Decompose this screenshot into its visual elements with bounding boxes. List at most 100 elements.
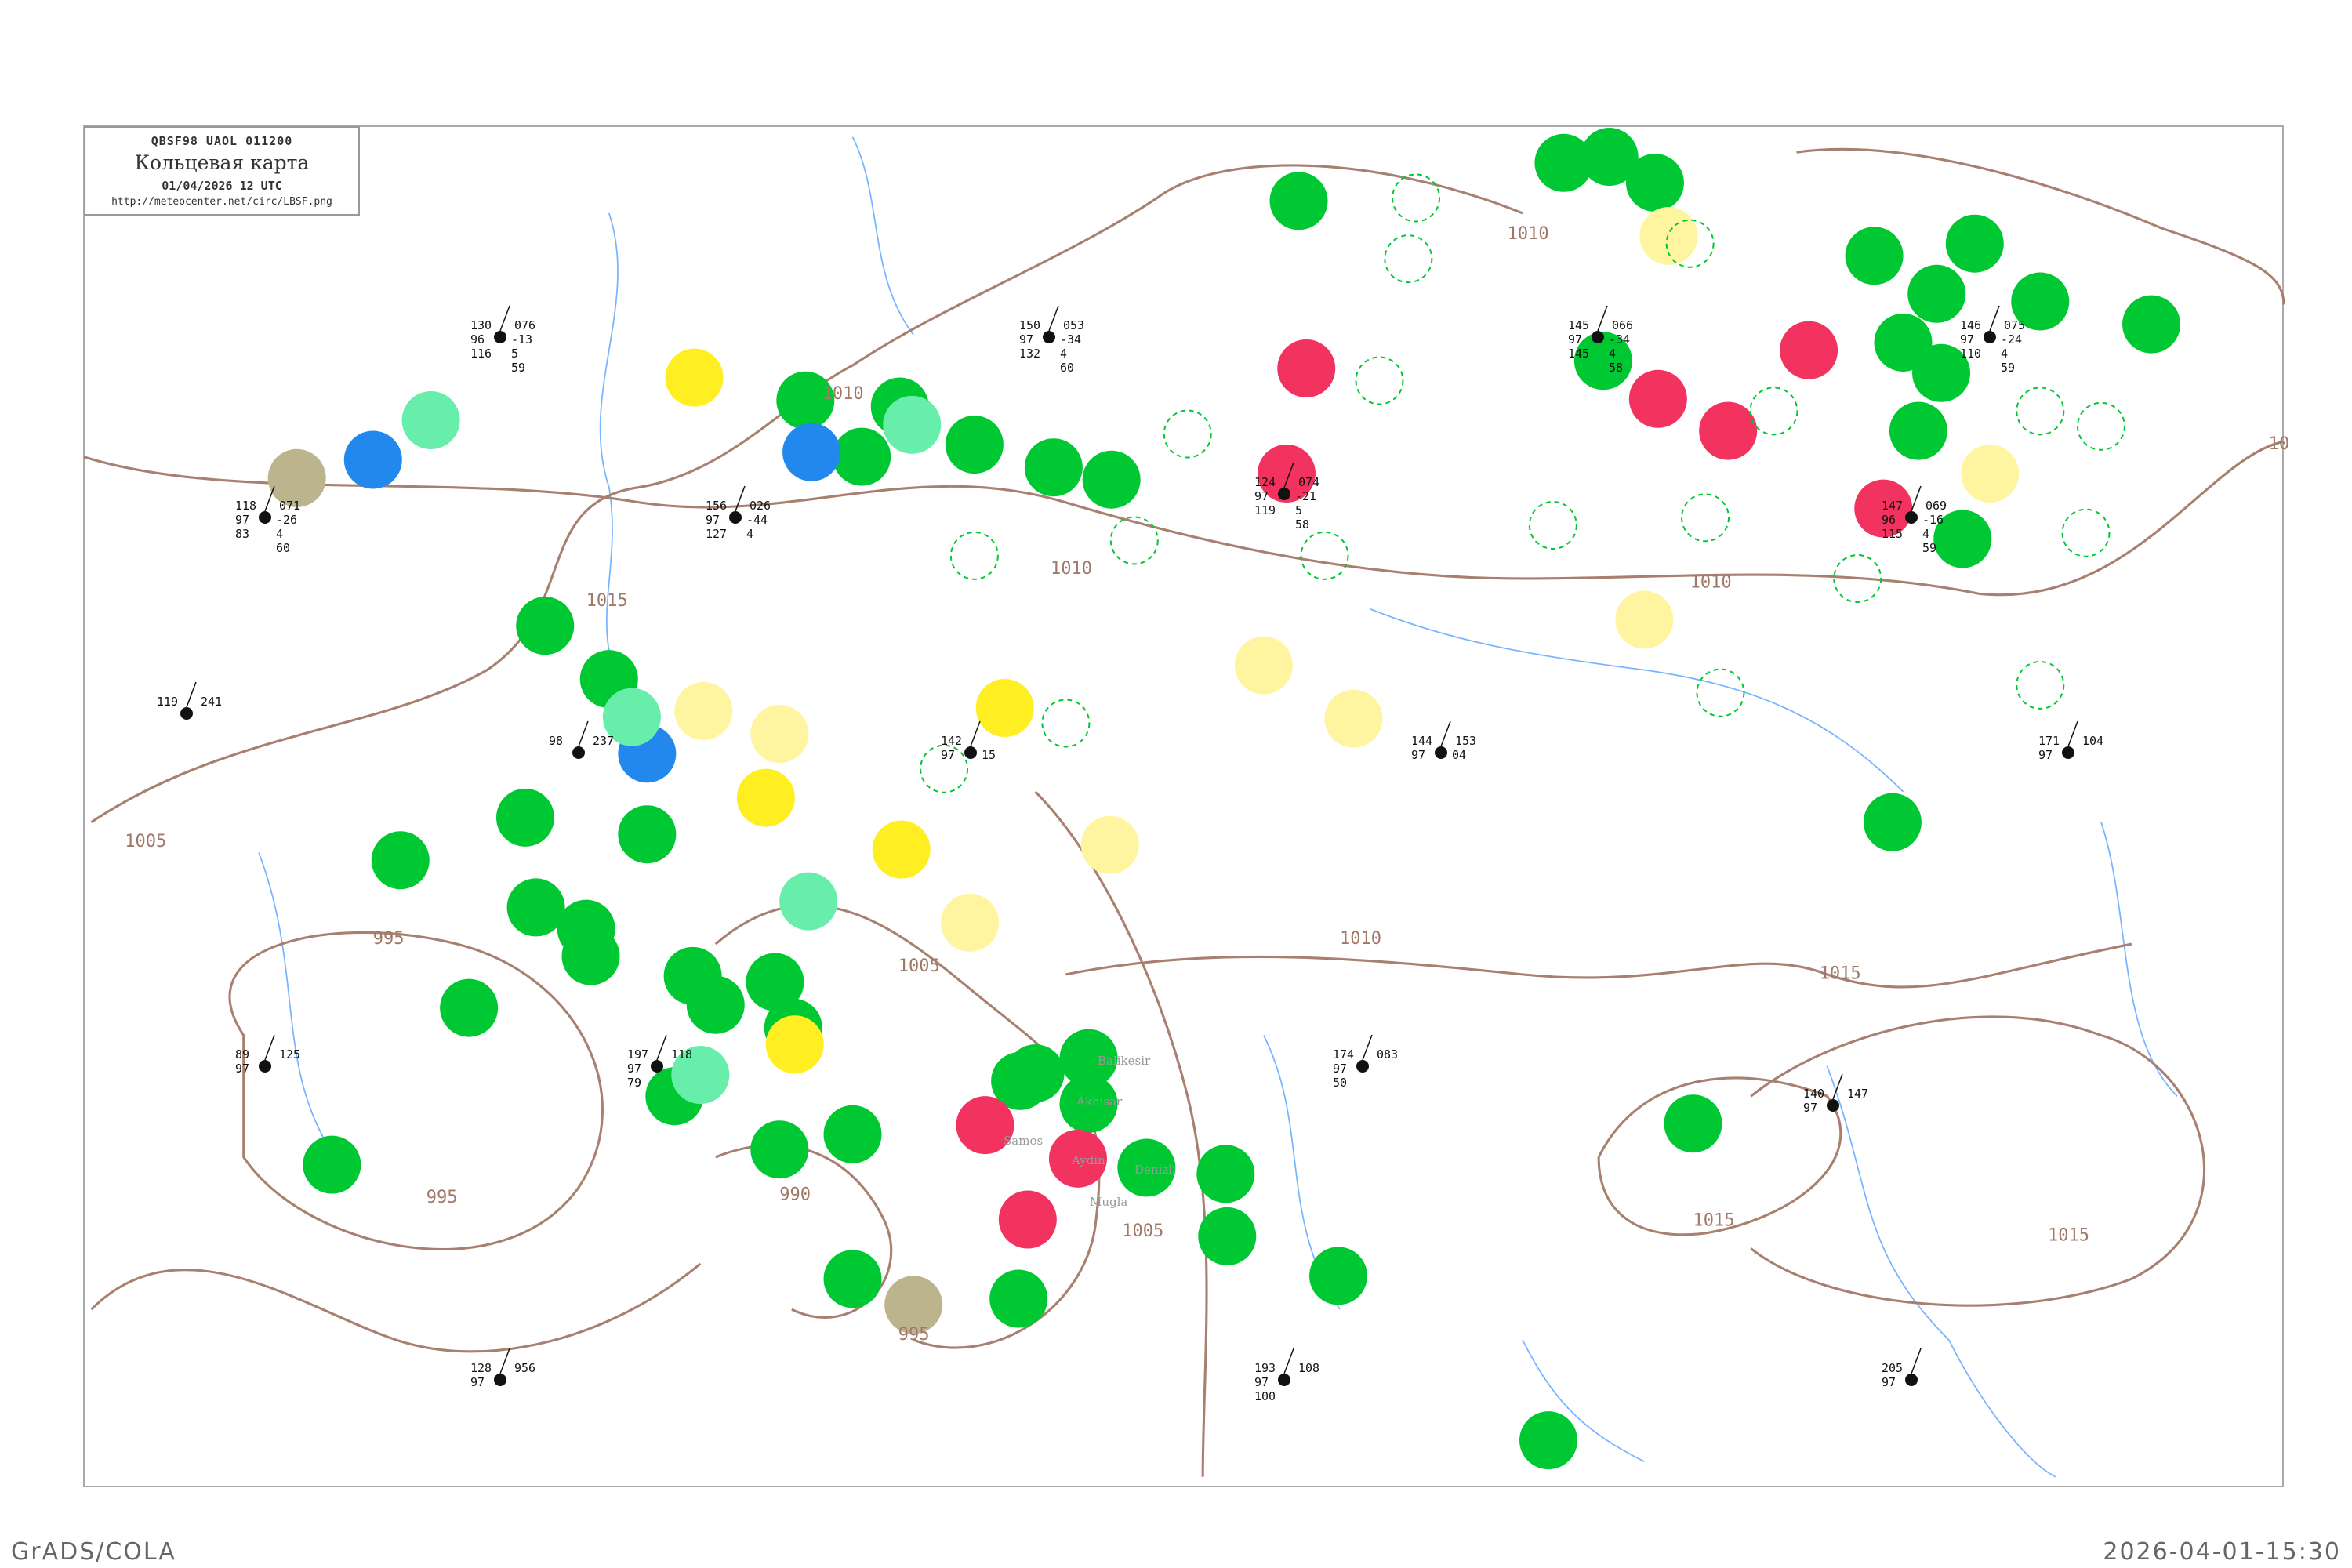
cloud-value: 132 [1019, 347, 1040, 361]
visibility-value: 076 [514, 318, 535, 332]
station-highlight-circle [495, 788, 554, 847]
station-highlight-circle [1625, 154, 1684, 212]
isobar-label: 1015 [1820, 964, 1861, 984]
wind-barb-icon [1283, 1348, 1294, 1374]
temperature-value: 96 [470, 332, 485, 347]
station-highlight-circle [1961, 444, 2020, 503]
station-plot[interactable]: 119 241 [157, 681, 222, 720]
pressure-value: 144 [1411, 734, 1432, 748]
station-plot[interactable]: 130 076 96 -13 116 559 [470, 305, 535, 375]
station-highlight-circle [1573, 332, 1632, 390]
station-plot[interactable]: 98 237 [549, 720, 614, 759]
dewpoint-value: -24 [2001, 332, 2022, 347]
station-plot[interactable]: 89 125 97 [235, 1034, 300, 1076]
station-plot[interactable]: 150 053 97 -34 132 460 [1019, 305, 1084, 375]
station-plot[interactable]: 128 956 97 [470, 1348, 535, 1389]
station-dashed-circle [1696, 668, 1745, 717]
station-highlight-circle [945, 416, 1004, 474]
station-highlight-circle [1082, 450, 1141, 509]
visibility-value: 104 [2082, 734, 2103, 748]
river-line [1522, 1339, 1645, 1463]
wind-barb-icon [186, 681, 197, 708]
station-plot[interactable]: 147 069 96 -16 115 459 [1882, 485, 1947, 555]
wind-barb-icon [735, 485, 746, 512]
station-highlight-circle [776, 371, 835, 430]
temperature-value: 97 [235, 513, 249, 527]
dewpoint-value: -26 [276, 513, 297, 527]
place-label: Mugla [1090, 1195, 1127, 1209]
station-plot[interactable]: 171 104 97 [2038, 720, 2103, 762]
station-highlight-circle [1628, 369, 1687, 428]
cloud-cover-icon [1278, 1374, 1290, 1386]
visibility-value: 075 [2004, 318, 2025, 332]
dewpoint-value: -34 [1060, 332, 1081, 347]
place-label: Aydin [1071, 1153, 1105, 1167]
station-dashed-circle [1528, 500, 1577, 550]
station-highlight-circle [1912, 343, 1971, 402]
cloud-cover-icon [1905, 1374, 1918, 1386]
source-url[interactable]: http://meteocenter.net/circ/LBSF.png [111, 196, 332, 208]
station-plot[interactable]: 140 147 97 [1803, 1073, 1868, 1115]
station-plot[interactable]: 145 066 97 -34 145 458 [1568, 305, 1633, 375]
station-plot[interactable]: 146 075 97 -24 110 459 [1960, 305, 2025, 375]
cloud-cover-icon [1984, 331, 1996, 343]
place-label: Denizli [1134, 1163, 1176, 1177]
map-title: Кольцевая карта [134, 151, 310, 174]
station-highlight-circle [1269, 172, 1328, 230]
station-code: 59 [511, 361, 525, 375]
station-highlight-circle [618, 805, 677, 864]
station-highlight-circle [975, 679, 1034, 738]
river-line [1826, 1065, 2056, 1478]
station-highlight-circle [1048, 1129, 1107, 1188]
temperature-value: 97 [1254, 1375, 1269, 1389]
station-dashed-circle [2061, 508, 2111, 557]
pressure-value: 150 [1019, 318, 1040, 332]
temperature-value: 97 [2038, 748, 2053, 762]
station-highlight-circle [401, 390, 460, 449]
cloud-value: 79 [627, 1076, 641, 1090]
rivers-layer [258, 136, 2178, 1478]
station-plot[interactable]: 118 071 97 -26 83 460 [235, 485, 300, 555]
pressure-value: 124 [1254, 475, 1276, 489]
station-highlight-circle [746, 953, 804, 1011]
cloud-cover-icon [1435, 746, 1447, 759]
place-label: Samos [1004, 1134, 1043, 1148]
station-dashed-circle [1392, 173, 1441, 223]
cloud-value: 119 [1254, 503, 1276, 517]
station-plot[interactable]: 124 074 97 -21 119 558 [1254, 462, 1319, 532]
station-dashed-circle [2076, 401, 2125, 451]
isobar-line [1796, 147, 2285, 305]
river-line [258, 852, 336, 1158]
isobar-labels-layer: 1010101510101010100510059959959959901010… [125, 224, 2289, 1345]
station-highlight-circle [998, 1190, 1057, 1249]
station-code: 58 [1609, 361, 1623, 375]
temperature-value: 97 [235, 1062, 249, 1076]
wind-barb-icon [1597, 305, 1608, 332]
station-plot[interactable]: 144 153 97 04 [1411, 720, 1476, 762]
station-code: 59 [1922, 541, 1936, 555]
cloud-cover-icon [1356, 1060, 1369, 1073]
station-highlight-circle [1580, 128, 1639, 187]
station-dashed-circle [1749, 387, 1798, 436]
station-highlight-circle [765, 1015, 824, 1074]
station-dashed-circle [949, 531, 999, 580]
footer-timestamp: 2026-04-01-15:30 [2103, 1538, 2341, 1566]
pressure-value: 146 [1960, 318, 1981, 332]
cloud-cover-icon [494, 1374, 506, 1386]
station-code: 60 [276, 541, 290, 555]
isobar-label: 1005 [898, 956, 940, 976]
station-plot[interactable]: 156 026 97 -44 127 4 [706, 485, 771, 541]
wind-barb-icon [656, 1034, 667, 1061]
cloud-base-value: 4 [1060, 347, 1067, 361]
station-highlight-circle [1080, 815, 1139, 874]
cloud-cover-icon [2062, 746, 2074, 759]
station-highlight-circle [883, 395, 942, 454]
station-highlight-circle [2122, 295, 2181, 354]
